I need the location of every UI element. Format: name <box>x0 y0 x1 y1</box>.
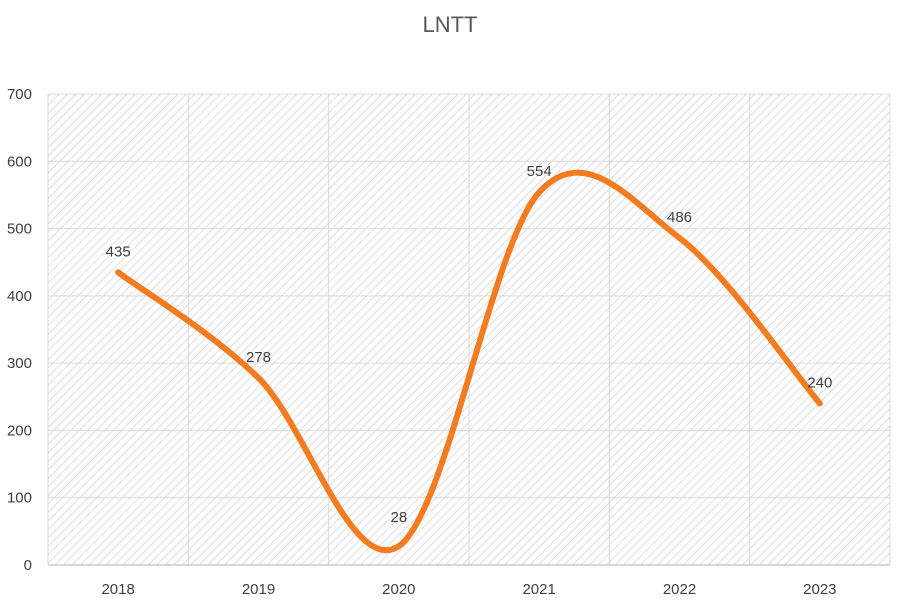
x-tick-label: 2020 <box>382 581 415 598</box>
y-tick-label: 100 <box>7 490 32 507</box>
x-tick-label: 2022 <box>663 581 696 598</box>
data-label: 486 <box>667 209 692 226</box>
y-tick-label: 300 <box>7 355 32 372</box>
y-tick-label: 200 <box>7 422 32 439</box>
x-tick-label: 2021 <box>522 581 555 598</box>
data-label: 240 <box>807 375 832 392</box>
x-tick-label: 2018 <box>101 581 134 598</box>
x-tick-label: 2023 <box>803 581 836 598</box>
data-label: 28 <box>390 509 407 526</box>
y-tick-label: 0 <box>24 557 32 574</box>
y-tick-label: 500 <box>7 221 32 238</box>
x-tick-label: 2019 <box>242 581 275 598</box>
data-label: 554 <box>527 163 552 180</box>
y-tick-label: 600 <box>7 153 32 170</box>
y-tick-label: 400 <box>7 288 32 305</box>
chart-title: LNTT <box>0 12 900 38</box>
y-tick-label: 700 <box>7 86 32 103</box>
data-label: 278 <box>246 349 271 366</box>
data-label: 435 <box>106 243 131 260</box>
